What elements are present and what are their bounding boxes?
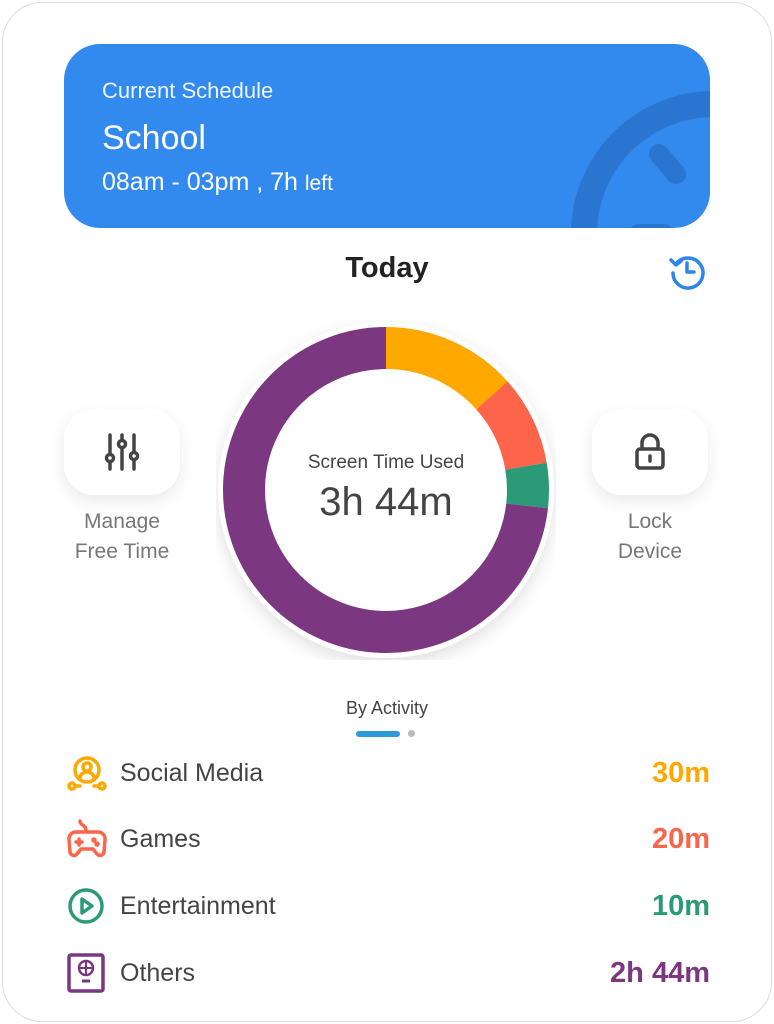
- schedule-name: School: [102, 119, 206, 157]
- page-dot[interactable]: [408, 730, 415, 737]
- schedule-time: 08am - 03pm , 7h left: [102, 168, 333, 197]
- manage-free-time-button[interactable]: [64, 409, 180, 495]
- label-line: Lock: [627, 510, 673, 533]
- lock-device-button[interactable]: [592, 409, 708, 495]
- activity-row-social-media[interactable]: Social Media 30m: [66, 753, 710, 793]
- activity-value: 30m: [651, 756, 710, 789]
- activity-row-others[interactable]: Others 2h 44m: [66, 953, 710, 993]
- sliders-icon: [104, 433, 140, 471]
- screen-time-value: 3h 44m: [319, 480, 453, 524]
- activity-name: Social Media: [120, 758, 264, 787]
- label-line: Free Time: [74, 540, 170, 563]
- play-icon: [68, 888, 104, 924]
- activity-value: 20m: [651, 822, 710, 855]
- screen-time-label: Screen Time Used: [307, 452, 465, 473]
- donut-background: [218, 322, 554, 658]
- activity-row-entertainment[interactable]: Entertainment 10m: [66, 886, 710, 926]
- activity-name: Others: [120, 958, 196, 987]
- page-indicator[interactable]: [356, 730, 415, 737]
- screen-time-donut: [218, 322, 554, 658]
- donut-segment-games: [475, 381, 547, 471]
- label-line: Manage: [84, 510, 160, 533]
- donut-segment-entertainment: [505, 462, 549, 509]
- lock-device-label: Lock Device: [570, 507, 730, 567]
- schedule-left: left: [304, 172, 333, 195]
- schedule-range: 08am - 03pm , 7h: [102, 168, 298, 196]
- donut-segment-social-media: [385, 327, 508, 410]
- history-icon[interactable]: [668, 252, 706, 290]
- activity-row-games[interactable]: Games 20m: [66, 819, 710, 859]
- clock-icon: [571, 91, 710, 228]
- activity-value: 10m: [651, 889, 710, 922]
- donut-center: Screen Time Used 3h 44m: [286, 452, 486, 525]
- current-schedule-card[interactable]: Current Schedule School 08am - 03pm , 7h…: [64, 44, 710, 228]
- today-title: Today: [345, 252, 429, 284]
- donut-segment-others: [223, 327, 548, 653]
- lock-icon: [635, 433, 665, 470]
- gamepad-icon: [67, 819, 107, 858]
- page-dot-active[interactable]: [356, 730, 400, 737]
- label-line: Device: [617, 540, 683, 563]
- activity-name: Entertainment: [120, 891, 276, 920]
- by-activity-label: By Activity: [345, 698, 429, 718]
- social-media-icon: [67, 756, 107, 791]
- globe-book-icon: [67, 953, 105, 993]
- activity-value: 2h 44m: [610, 956, 710, 989]
- activity-name: Games: [120, 824, 201, 853]
- manage-free-time-label: Manage Free Time: [42, 507, 202, 567]
- schedule-label: Current Schedule: [102, 78, 274, 103]
